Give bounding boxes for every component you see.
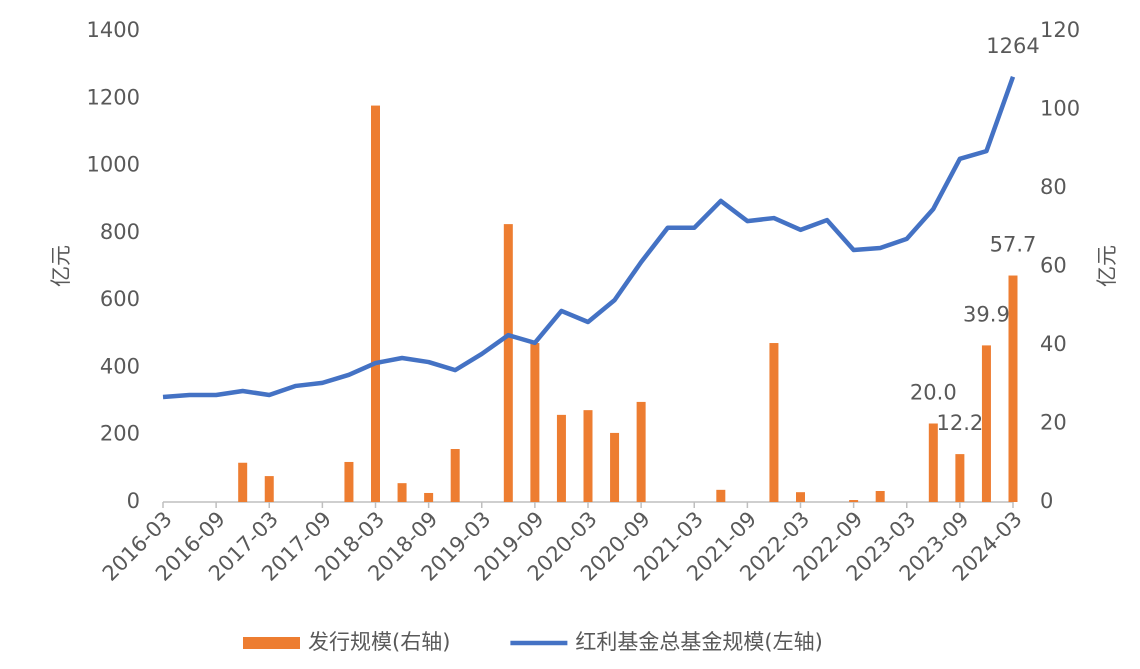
bar bbox=[981, 345, 991, 502]
data-label: 1264 bbox=[986, 34, 1039, 58]
bar bbox=[397, 483, 407, 502]
bar bbox=[450, 449, 460, 502]
bar bbox=[769, 343, 779, 502]
y2-tick-label: 40 bbox=[1040, 332, 1067, 356]
bar bbox=[610, 432, 620, 502]
y-tick-label: 200 bbox=[100, 422, 140, 446]
y-tick-label: 1000 bbox=[87, 153, 140, 177]
y-tick-label: 0 bbox=[127, 489, 140, 513]
y-tick-label: 1400 bbox=[87, 18, 140, 42]
y-tick-label: 600 bbox=[100, 287, 140, 311]
bar bbox=[583, 410, 593, 502]
data-label: 57.7 bbox=[990, 233, 1037, 257]
y2-tick-label: 20 bbox=[1040, 411, 1067, 435]
data-label: 39.9 bbox=[963, 302, 1010, 326]
legend-label: 发行规模(右轴) bbox=[308, 630, 450, 654]
y2-tick-label: 60 bbox=[1040, 254, 1067, 278]
bar bbox=[716, 489, 726, 502]
bar bbox=[955, 454, 965, 502]
bar bbox=[875, 491, 885, 502]
legend-swatch bbox=[243, 637, 300, 649]
bar bbox=[238, 462, 248, 502]
y2-tick-label: 100 bbox=[1040, 97, 1080, 121]
bar bbox=[636, 401, 646, 502]
legend-label: 红利基金总基金规模(左轴) bbox=[575, 630, 822, 654]
bar bbox=[503, 224, 513, 503]
bar bbox=[424, 492, 434, 502]
bar bbox=[796, 492, 805, 502]
bar bbox=[928, 423, 938, 502]
bar bbox=[344, 461, 354, 502]
bar bbox=[264, 476, 274, 502]
y-tick-label: 1200 bbox=[87, 85, 140, 109]
bar bbox=[1008, 275, 1018, 502]
bar bbox=[371, 105, 380, 502]
data-label: 12.2 bbox=[936, 411, 983, 435]
y-tick-label: 400 bbox=[100, 354, 140, 378]
y-tick-label: 800 bbox=[100, 220, 140, 244]
bar bbox=[556, 414, 566, 502]
y2-tick-label: 0 bbox=[1040, 489, 1053, 513]
y-axis-label: 亿元 bbox=[49, 245, 73, 287]
bar bbox=[849, 500, 859, 502]
line bbox=[162, 75, 1016, 400]
bar bbox=[530, 343, 540, 502]
y2-tick-label: 80 bbox=[1040, 175, 1067, 199]
y2-axis-label: 亿元 bbox=[1095, 245, 1119, 287]
data-label: 20.0 bbox=[910, 381, 957, 405]
y2-tick-label: 120 bbox=[1040, 18, 1080, 42]
